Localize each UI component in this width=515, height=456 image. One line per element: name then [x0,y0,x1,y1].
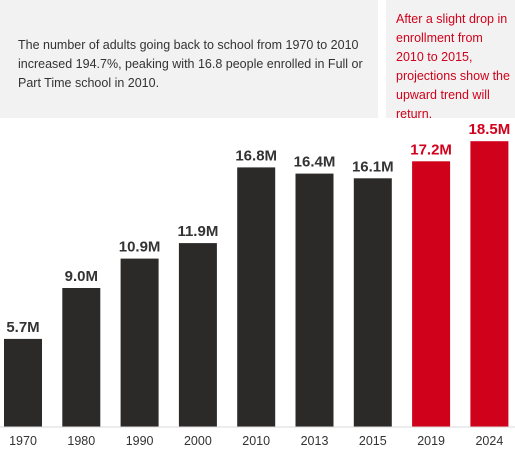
bars-layer [4,141,509,428]
bar-2000 [178,243,217,427]
x-tick-1970: 1970 [9,434,37,448]
bar-2010 [237,167,276,427]
data-label-2015: 16.1M [352,158,394,175]
bar-2015 [353,178,392,427]
data-label-1970: 5.7M [6,319,39,336]
annotation-left-text: The number of adults going back to schoo… [18,38,363,90]
annotation-right-text: After a slight drop in enrollment from 2… [396,12,510,121]
x-tick-1980: 1980 [67,434,95,448]
bar-2013 [295,173,334,427]
data-label-1990: 10.9M [119,239,161,256]
data-label-1980: 9.0M [65,268,98,285]
x-tick-2010: 2010 [242,434,270,448]
bar-2024 [470,141,509,427]
data-label-2013: 16.4M [294,154,336,171]
annotation-left-box: The number of adults going back to schoo… [0,0,378,118]
data-label-2024: 18.5M [469,121,511,138]
x-tick-2013: 2013 [301,434,329,448]
data-label-2000: 11.9M [177,223,218,240]
bar-1970 [4,338,42,427]
bar-2019 [412,161,451,428]
x-tick-1990: 1990 [126,434,154,448]
x-tick-labels-layer: 1970 1980 1990 2000 2010 2013 2015 2019 2024 [9,434,503,448]
x-tick-2015: 2015 [359,434,387,448]
data-labels-layer: 5.7M 9.0M 10.9M 11.9M 16.8M 16.4M 16.1M 17.2M 18… [6,121,510,336]
x-tick-2019: 2019 [417,434,445,448]
x-tick-2024: 2024 [475,434,503,448]
data-label-2010: 16.8M [235,147,277,164]
bar-1980 [62,288,101,427]
annotation-right-box: After a slight drop in enrollment from 2… [386,0,515,121]
data-label-2019: 17.2M [410,141,452,158]
x-tick-2000: 2000 [184,434,212,448]
bar-1990 [120,258,159,427]
